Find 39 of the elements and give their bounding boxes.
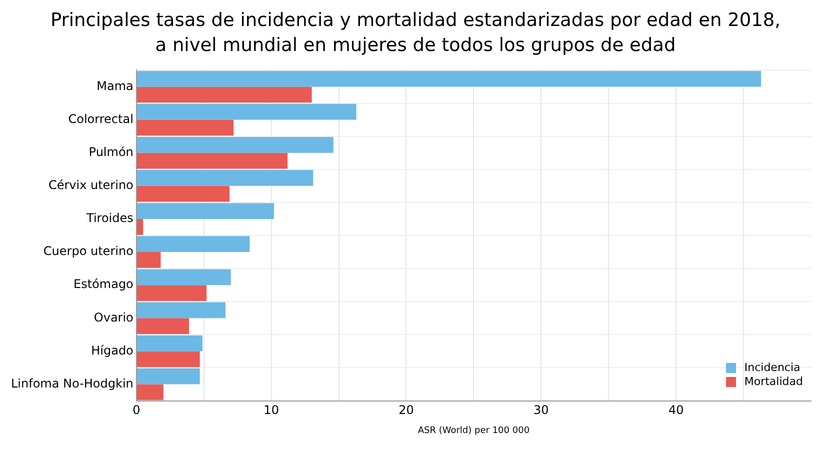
y-tick-label: Cérvix uterino xyxy=(48,178,134,192)
x-tick-label: 30 xyxy=(534,403,549,418)
y-tick-label: Tiroides xyxy=(86,211,134,226)
y-tick-label: Estómago xyxy=(74,277,134,292)
x-tick-label: 20 xyxy=(398,403,414,418)
bar xyxy=(136,269,231,286)
bar xyxy=(136,120,234,136)
chart-title: Principales tasas de incidencia y mortalidad estandarizadas por edad en 2018, a nivel mundial en mujeres de todos los grupos de edad xyxy=(49,9,782,58)
bar xyxy=(136,351,200,368)
bar xyxy=(136,186,230,202)
y-tick-label: Linfoma No-Hodgkin xyxy=(10,376,134,390)
bar xyxy=(136,252,161,268)
x-axis-title: ASR (World) per 100 000 xyxy=(418,426,530,436)
bar xyxy=(136,285,207,301)
y-tick-label: Colorrectal xyxy=(68,112,134,126)
bar xyxy=(136,70,762,87)
bar xyxy=(136,152,288,169)
y-tick-label: Hígado xyxy=(91,343,134,358)
bar xyxy=(136,170,314,186)
bar xyxy=(136,104,356,120)
x-tick-label: 0 xyxy=(132,403,140,418)
y-tick-label: Pulmón xyxy=(88,144,134,159)
bar xyxy=(136,335,203,352)
x-tick-label: 40 xyxy=(668,403,684,418)
y-tick-label: Ovario xyxy=(94,310,134,324)
bar xyxy=(136,302,226,318)
bar xyxy=(136,318,190,334)
legend-label: Mortalidad xyxy=(744,375,803,388)
bar xyxy=(136,136,334,153)
y-tick-label: Mama xyxy=(96,78,134,93)
bar xyxy=(136,384,164,400)
x-tick-label: 10 xyxy=(264,403,279,418)
bar xyxy=(136,218,144,235)
bar xyxy=(136,203,274,219)
y-tick-label: Cuerpo uterino xyxy=(43,244,134,258)
bar xyxy=(136,236,250,252)
bar xyxy=(136,86,312,103)
bar xyxy=(136,368,200,384)
legend-label: Incidencia xyxy=(744,361,800,374)
